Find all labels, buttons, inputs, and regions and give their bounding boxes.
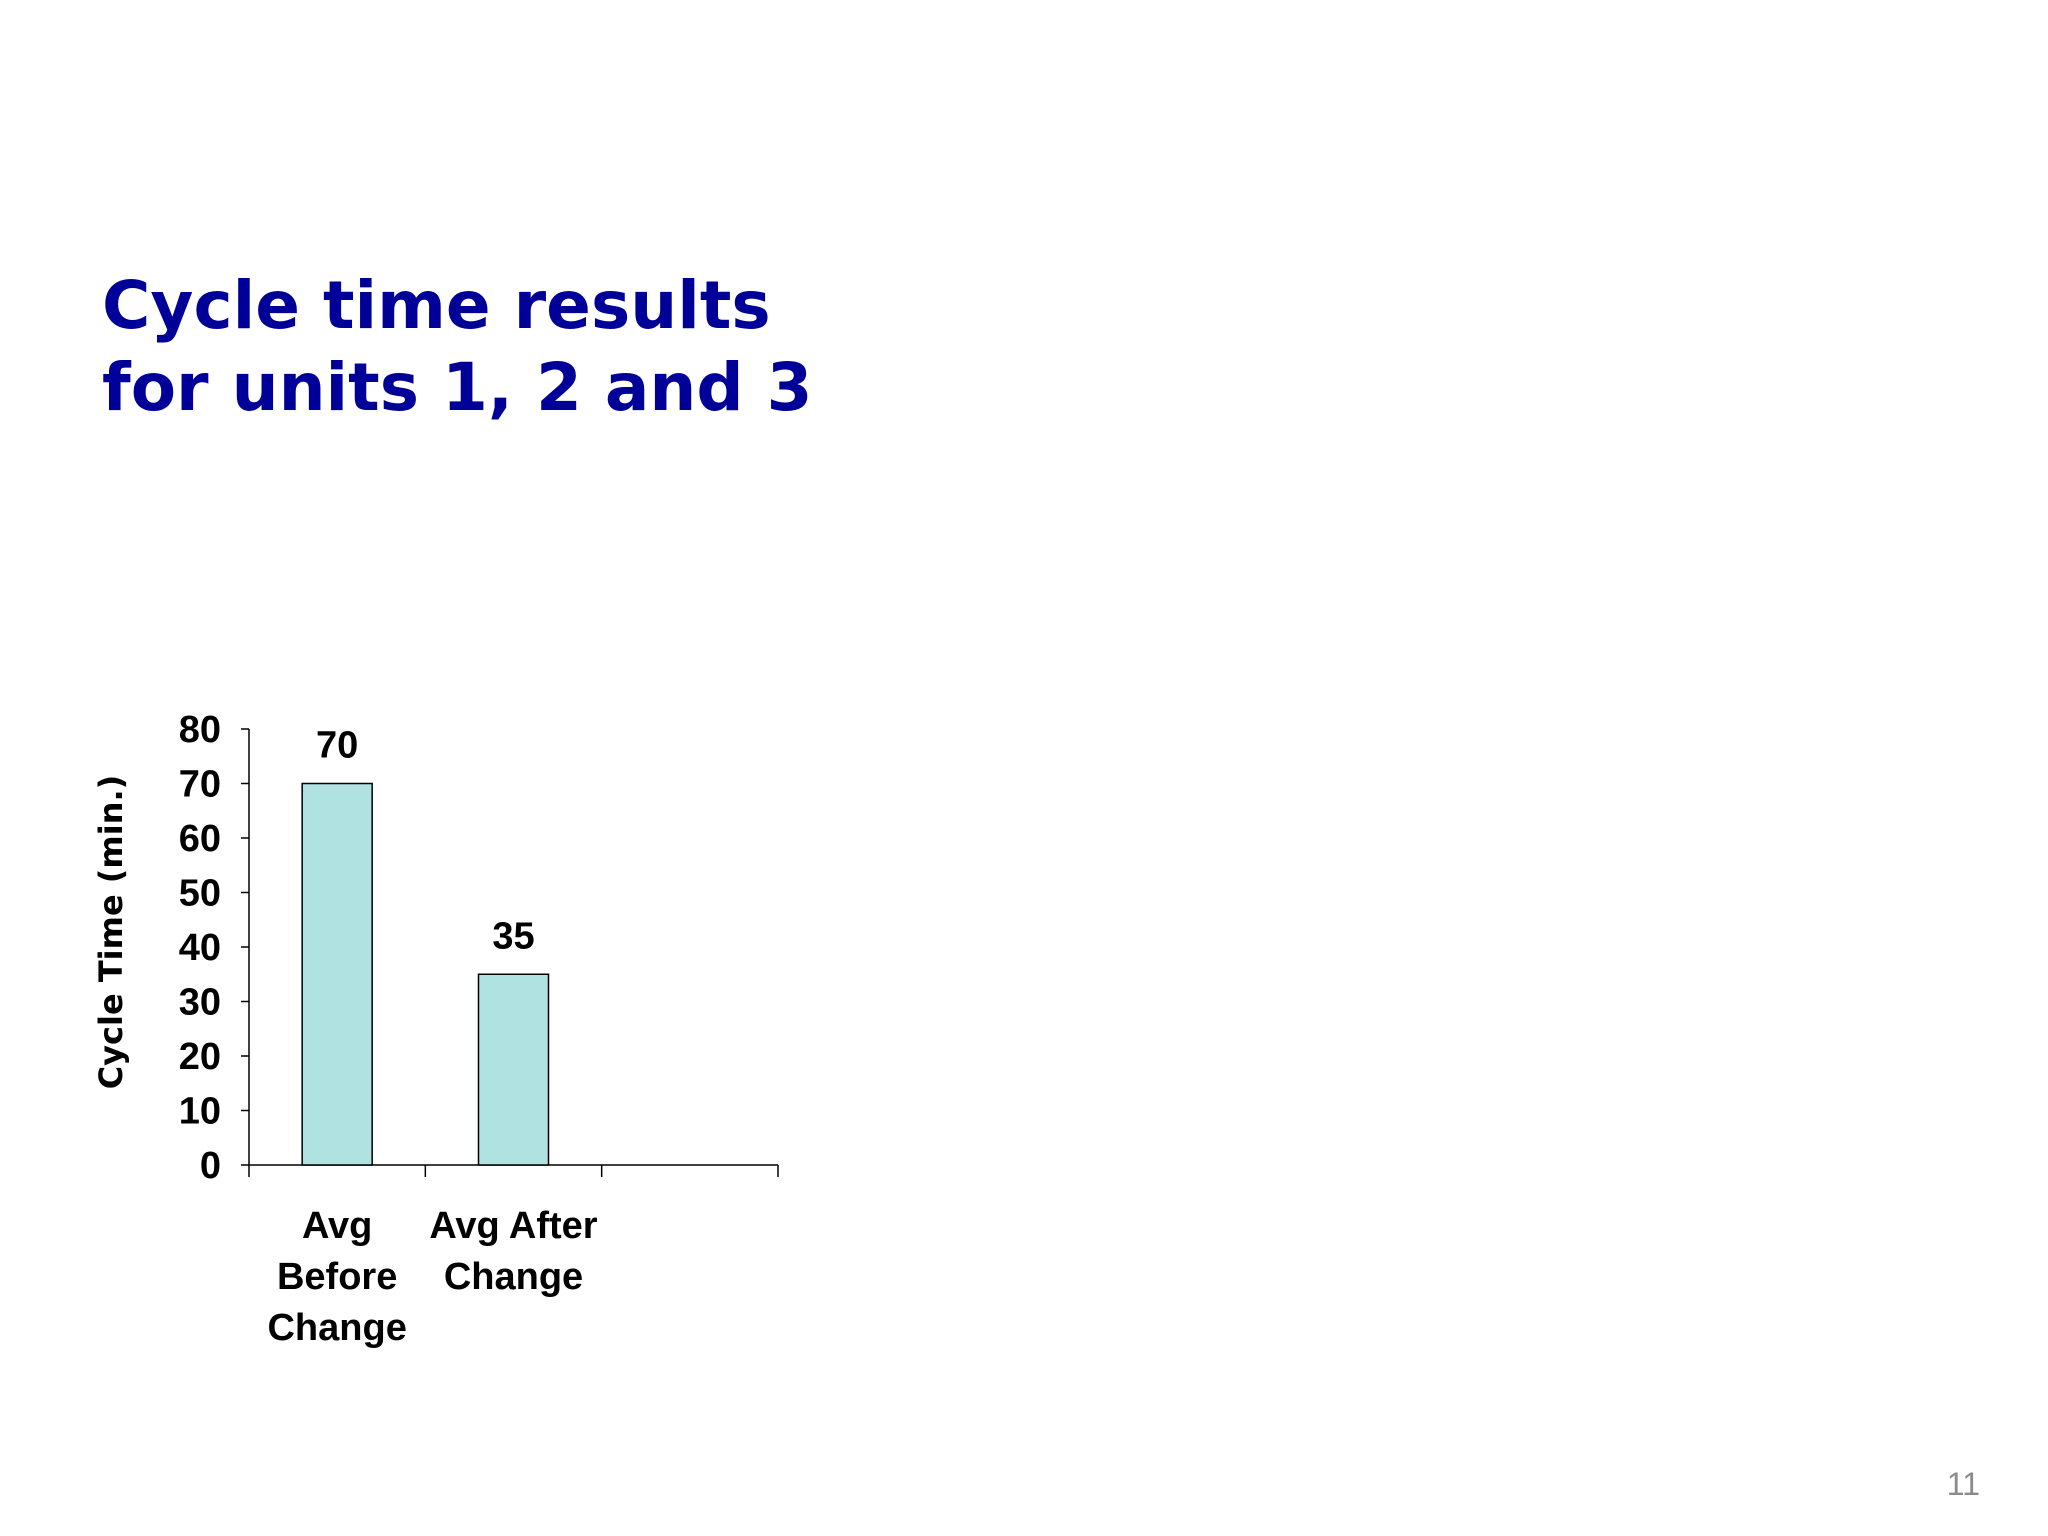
page-number: 11 [1946, 1466, 1980, 1502]
x-tick-label: Change [267, 1307, 406, 1349]
y-tick-label: 70 [179, 764, 221, 806]
y-tick-label: 50 [179, 873, 221, 915]
data-label: 35 [492, 915, 534, 957]
y-tick-label: 0 [200, 1145, 221, 1187]
x-tick-label: Avg [302, 1205, 372, 1247]
x-tick-label: Before [277, 1256, 397, 1298]
x-tick-label: Change [444, 1256, 583, 1298]
slide-title-line-2: for units 1, 2 and 3 [102, 349, 813, 426]
y-tick-label: 80 [179, 709, 221, 751]
y-tick-label: 10 [179, 1091, 221, 1133]
x-tick-label: Avg After [429, 1205, 597, 1247]
y-tick-label: 40 [179, 927, 221, 969]
slide-title: Cycle time results for units 1, 2 and 3 [102, 265, 813, 429]
bar [477, 973, 550, 1166]
y-tick-label: 20 [179, 1036, 221, 1078]
y-tick-label: 30 [179, 982, 221, 1024]
data-label: 70 [316, 725, 358, 767]
y-tick-label: 60 [179, 818, 221, 860]
bar [301, 782, 373, 1166]
y-axis-title: Cycle Time (min.) [92, 775, 130, 1090]
slide-title-line-1: Cycle time results [102, 267, 771, 344]
